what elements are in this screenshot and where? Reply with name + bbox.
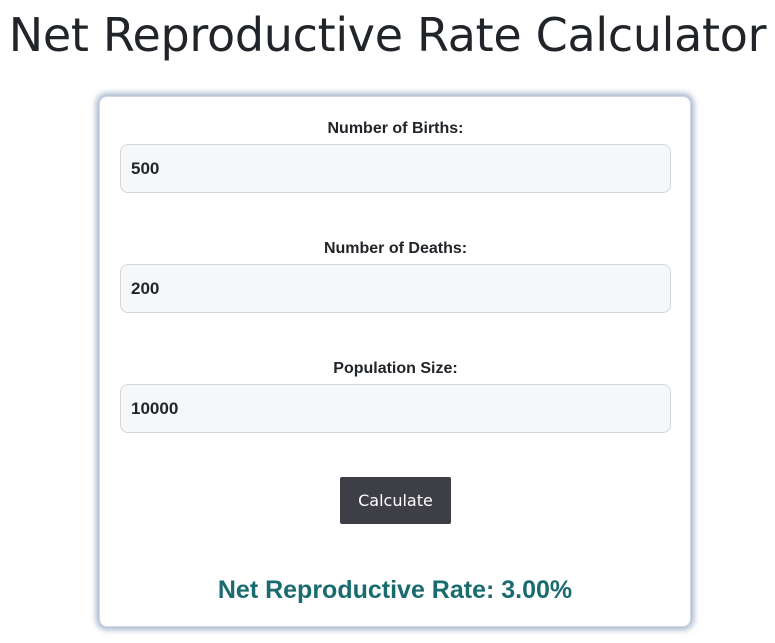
births-input[interactable] (120, 144, 671, 193)
result-text: Net Reproductive Rate: 3.00% (217, 576, 573, 604)
calculate-button[interactable]: Calculate (340, 477, 451, 524)
calculator-card: Number of Births: Number of Deaths: Popu… (99, 96, 691, 627)
births-field-group: Number of Births: (120, 119, 671, 193)
deaths-input[interactable] (120, 264, 671, 313)
births-label: Number of Births: (327, 120, 464, 137)
page-title: Net Reproductive Rate Calculator (8, 8, 767, 62)
population-label: Population Size: (333, 360, 458, 377)
deaths-field-group: Number of Deaths: (120, 239, 671, 313)
population-input[interactable] (120, 384, 671, 433)
deaths-label: Number of Deaths: (323, 240, 468, 257)
population-field-group: Population Size: (120, 359, 671, 433)
